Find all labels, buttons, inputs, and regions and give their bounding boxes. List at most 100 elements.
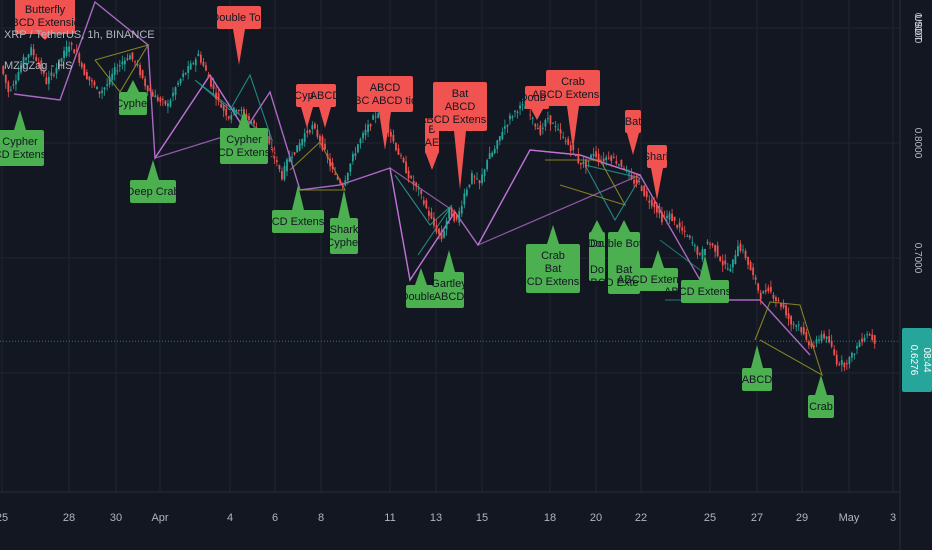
candle-body [714, 245, 717, 252]
candle-body [364, 129, 367, 136]
candle-body [810, 342, 813, 348]
candle-body [73, 49, 76, 54]
last-price-value: 0.6276 [908, 345, 919, 376]
time-tick-label: 18 [544, 512, 556, 524]
candle-body [493, 148, 496, 154]
candle-body [562, 136, 565, 138]
harmonic-pattern [394, 174, 453, 256]
candle-body [88, 76, 91, 81]
candle-body [739, 243, 742, 251]
candle-body [496, 140, 499, 149]
callout-text: Deep Crab [126, 186, 179, 198]
candle-body [121, 61, 124, 65]
candle-body [501, 132, 504, 140]
callout-box [647, 145, 667, 168]
candle-body [341, 184, 344, 187]
callout-pointer [815, 375, 827, 395]
callout-text: Butterfly [25, 4, 66, 16]
pattern-label-bullish: Cypher [115, 80, 151, 115]
candle-body [749, 261, 752, 271]
callout-box [433, 82, 487, 131]
callout-box [589, 232, 605, 281]
candle-body [742, 249, 744, 251]
callout-text: Double [520, 92, 555, 104]
candle-body [123, 60, 126, 65]
candle-body [514, 110, 516, 113]
callout-box [0, 130, 44, 166]
candle-body [402, 158, 405, 163]
candle-body [577, 154, 580, 164]
candle-body [716, 245, 719, 257]
callout-pointer [14, 110, 26, 130]
candle-body [27, 54, 30, 58]
callout-text: ABCD Extension [512, 276, 594, 288]
candle-body [782, 303, 785, 308]
candle-body [349, 163, 352, 172]
candle-body [268, 136, 271, 144]
candles [2, 40, 876, 372]
candle-body [192, 63, 195, 65]
callout-text: Bat [452, 88, 469, 100]
candle-body [359, 138, 362, 144]
candle-body [227, 116, 230, 119]
candle-body [438, 228, 440, 234]
price-axis[interactable]: 0.9000 0.8000 0.7000 USDT 0.6276 08:44 [901, 0, 932, 550]
candle-body [780, 303, 782, 307]
candle-body [661, 212, 663, 223]
candle-body [805, 332, 808, 340]
harmonic-pattern [545, 159, 627, 206]
callout-box [314, 84, 336, 107]
candle-body [635, 178, 638, 184]
callout-box [406, 285, 436, 308]
candle-body [579, 162, 582, 165]
candle-body [9, 89, 12, 91]
candle-body [372, 115, 375, 120]
callout-text: ABCD Extension [664, 286, 746, 298]
time-axis[interactable]: 25 28 30 Apr 4 6 8 11 13 15 18 20 22 25 27 29 May 3 [0, 512, 896, 524]
candle-body [275, 160, 278, 163]
candle-body [174, 87, 177, 96]
indicator-label[interactable]: MZigZag - HS [4, 60, 73, 72]
candle-body [569, 145, 572, 151]
candle-body [564, 140, 567, 142]
candle-body [179, 78, 182, 84]
candle-body [230, 115, 233, 120]
candle-body [425, 200, 428, 209]
candle-body [666, 215, 668, 219]
candle-body [146, 85, 149, 92]
candle-body [744, 251, 747, 259]
candle-body [35, 56, 38, 61]
candle-body [103, 87, 106, 90]
candle-body [308, 130, 311, 133]
callout-pointer [627, 133, 639, 155]
candle-body [491, 152, 494, 157]
candle-body [640, 186, 643, 191]
zigzag-pattern [154, 73, 246, 159]
callout-pointer [618, 220, 630, 232]
candle-body [706, 241, 709, 244]
candle-body [668, 213, 671, 220]
candle-body [207, 75, 210, 78]
callout-text: Double Bottom [588, 238, 661, 250]
candle-body [547, 118, 549, 120]
zigzag-pattern [477, 149, 642, 246]
candle-body [617, 164, 620, 166]
callout-text: Do [590, 238, 604, 250]
symbol-title[interactable]: XRP / TetherUS, 1h, BINANCE [4, 29, 155, 41]
candle-body [212, 84, 215, 89]
candle-body [313, 123, 316, 129]
candle-body [868, 334, 871, 336]
candle-body [45, 77, 48, 84]
candle-body [2, 66, 5, 74]
price-tick-label: 0.8000 [912, 128, 923, 159]
callout-text: Bat [625, 116, 642, 128]
time-tick-label: 11 [384, 512, 395, 524]
candle-body [134, 61, 136, 63]
candle-body [531, 117, 534, 119]
candle-body [400, 155, 402, 157]
candle-body [521, 104, 524, 106]
